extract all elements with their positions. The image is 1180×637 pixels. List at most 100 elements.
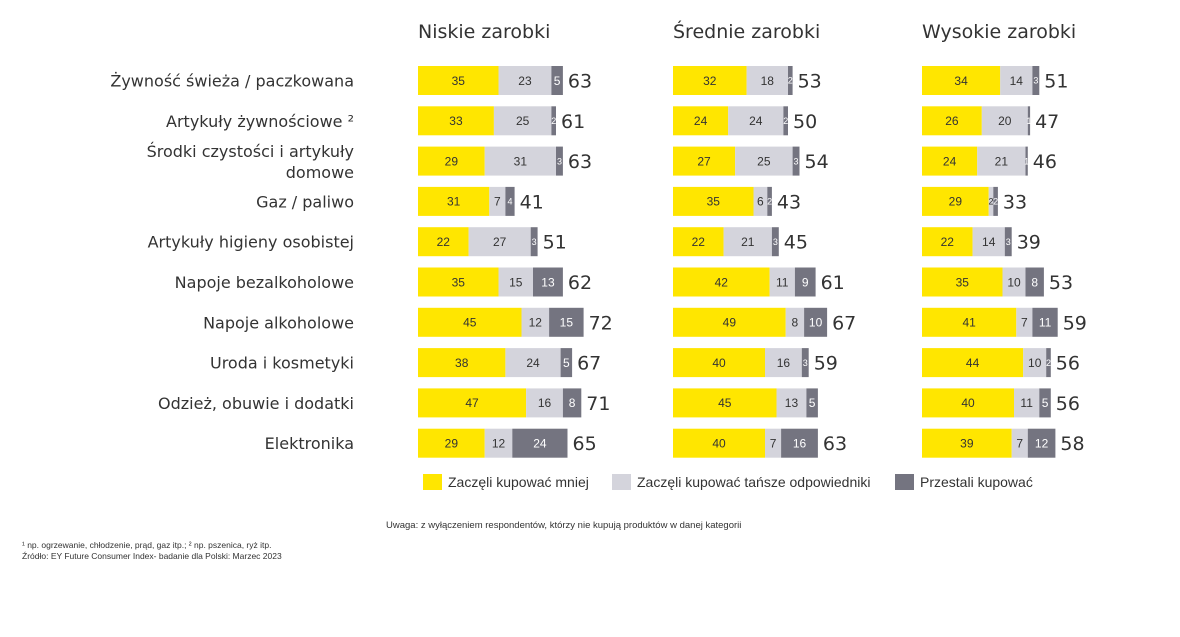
bar-segment: [781, 428, 818, 458]
bar-segment: [468, 227, 531, 257]
bar-total-label: 72: [589, 312, 613, 334]
bar-value-label: 22: [692, 235, 706, 249]
bar-value-label: 20: [998, 114, 1012, 128]
bar-value-label: 11: [776, 275, 789, 289]
category-label: Uroda i kosmetyki: [210, 354, 354, 373]
category-label: Artykuły higieny osobistej: [148, 233, 354, 252]
bar-total-label: 67: [832, 312, 856, 334]
bar-segment: [521, 307, 550, 337]
bar-segment: [418, 186, 490, 216]
bar-segment: [993, 186, 998, 216]
bar-segment: [1032, 307, 1058, 337]
panel-title: Niskie zarobki: [418, 21, 550, 43]
bar-value-label: 21: [995, 154, 1009, 168]
bar-total-label: 51: [1044, 71, 1068, 93]
bar-total-label: 54: [805, 151, 829, 173]
bar-total-label: 61: [561, 111, 585, 133]
bar-value-label: 2: [783, 116, 788, 126]
bar-value-label: 29: [949, 195, 963, 209]
bar-segment: [673, 146, 736, 176]
bar-segment: [418, 428, 485, 458]
bar-value-label: 5: [554, 74, 561, 88]
bar-value-label: 16: [538, 396, 552, 410]
bar-segment: [746, 66, 788, 95]
bar-value-label: 1: [1024, 156, 1029, 166]
bar-value-label: 8: [1031, 275, 1038, 289]
bar-value-label: 7: [1021, 316, 1028, 330]
bar-value-label: 14: [1010, 74, 1024, 88]
bar-value-label: 29: [445, 154, 459, 168]
bar-value-label: 32: [703, 74, 717, 88]
bar-value-label: 24: [533, 437, 547, 451]
bar-segment: [922, 146, 978, 176]
bar-value-label: 40: [712, 437, 726, 451]
category-label: Środki czystości i artykuły: [147, 142, 354, 161]
bar-segment: [792, 146, 800, 176]
bar-value-label: 44: [966, 356, 980, 370]
bar-segment: [489, 186, 506, 216]
bar-value-label: 3: [773, 237, 778, 247]
bar-total-label: 56: [1056, 353, 1080, 375]
bar-segment: [1039, 388, 1051, 418]
bar-value-label: 42: [715, 275, 729, 289]
bar-value-label: 25: [516, 114, 530, 128]
bar-total-label: 59: [1063, 312, 1087, 334]
bar-total-label: 39: [1017, 232, 1041, 254]
bar-total-label: 33: [1003, 191, 1027, 213]
bar-segment: [556, 146, 563, 176]
bar-segment: [551, 66, 563, 95]
bar-segment: [673, 348, 765, 378]
bar-total-label: 50: [793, 111, 817, 133]
category-label: Napoje alkoholowe: [203, 313, 354, 332]
bar-value-label: 22: [437, 235, 451, 249]
bar-segment: [418, 307, 522, 337]
bar-value-label: 2: [788, 76, 793, 86]
bar-segment: [977, 146, 1026, 176]
bar-segment: [1025, 146, 1028, 176]
bar-segment: [551, 106, 556, 136]
bar-value-label: 4: [507, 197, 512, 207]
bar-value-label: 34: [954, 74, 968, 88]
bar-segment: [1014, 388, 1040, 418]
bar-segment: [1025, 267, 1044, 297]
bar-value-label: 24: [694, 114, 708, 128]
bar-value-label: 31: [514, 154, 528, 168]
bar-segment: [1002, 267, 1026, 297]
bar-value-label: 29: [445, 437, 459, 451]
bar-segment: [922, 307, 1017, 337]
bar-total-label: 58: [1060, 433, 1084, 455]
bar-segment: [922, 227, 973, 257]
bar-value-label: 2: [767, 197, 772, 207]
bar-value-label: 15: [509, 275, 523, 289]
bar-segment: [673, 428, 765, 458]
bar-segment: [418, 146, 485, 176]
bar-segment: [801, 348, 809, 378]
bar-segment: [562, 388, 582, 418]
bar-total-label: 63: [823, 433, 847, 455]
bar-value-label: 14: [982, 235, 996, 249]
bar-value-label: 7: [770, 437, 777, 451]
bar-segment: [765, 348, 802, 378]
bar-value-label: 47: [465, 396, 479, 410]
bar-segment: [728, 106, 784, 136]
bar-value-label: 25: [757, 154, 771, 168]
bar-value-label: 7: [494, 195, 501, 209]
panel-title: Wysokie zarobki: [922, 21, 1076, 43]
bar-segment: [484, 146, 556, 176]
bar-value-label: 1: [1026, 116, 1031, 126]
bar-segment: [533, 267, 563, 297]
bar-total-label: 71: [586, 393, 610, 415]
bar-value-label: 27: [493, 235, 507, 249]
bar-value-label: 11: [1020, 396, 1033, 410]
bar-value-label: 15: [560, 316, 574, 330]
bar-segment: [418, 388, 527, 418]
panel-title: Średnie zarobki: [673, 19, 820, 43]
bar-segment: [418, 227, 469, 257]
bar-segment: [418, 106, 494, 136]
bar-segment: [1000, 66, 1033, 95]
bar-value-label: 35: [956, 275, 970, 289]
bar-segment: [1027, 106, 1031, 136]
bar-segment: [1027, 428, 1056, 458]
bar-total-label: 47: [1035, 111, 1059, 133]
bar-segment: [673, 388, 777, 418]
